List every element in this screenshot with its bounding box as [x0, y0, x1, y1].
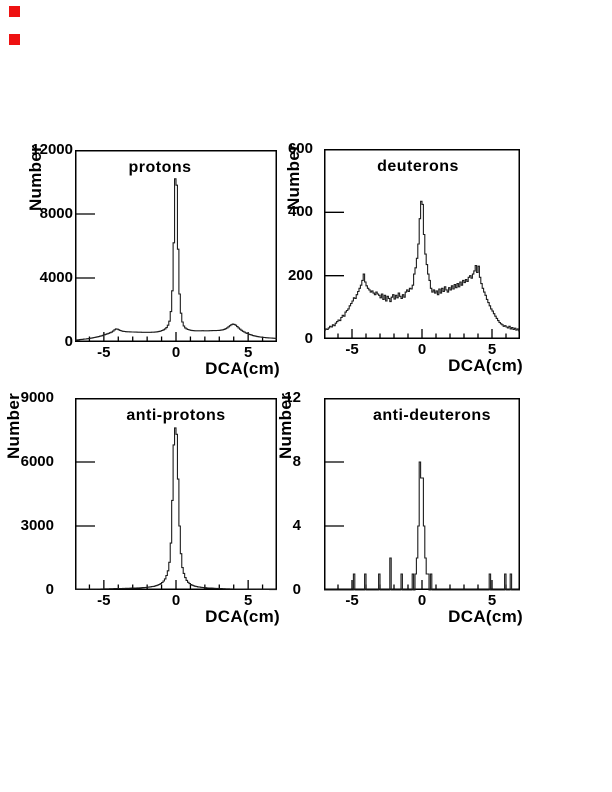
x-axis-label: DCA(cm) — [205, 607, 280, 626]
histogram-path — [324, 200, 520, 332]
anti-protons-histogram-plot — [75, 398, 277, 591]
x-tick-label: -5 — [345, 341, 359, 358]
red-marker-2 — [9, 34, 20, 45]
protons-histogram-plot — [75, 150, 277, 342]
x-tick-label: -5 — [97, 344, 111, 361]
panel-anti-deuterons: anti-deuterons Number DCA(cm) 0 4 8 12 -5 0 5 — [276, 390, 523, 627]
x-tick-label: -5 — [97, 592, 111, 609]
panel-title: anti-protons — [126, 407, 226, 424]
y-tick-label: 0 — [292, 581, 301, 598]
panel-title: anti-deuterons — [372, 407, 492, 424]
y-tick-label: 9000 — [20, 389, 54, 406]
x-tick-label: 5 — [487, 592, 497, 609]
x-tick-label: 0 — [417, 592, 427, 609]
x-axis-label: DCA(cm) — [448, 356, 523, 375]
panel-title: deuterons — [377, 158, 459, 175]
y-tick-label: 8 — [292, 453, 301, 470]
deuterons-histogram-plot — [324, 149, 520, 339]
y-tick-label: 0 — [45, 581, 54, 598]
plot-frame — [324, 149, 520, 339]
y-tick-label: 0 — [64, 333, 73, 350]
y-tick-label: 400 — [287, 203, 313, 221]
y-tick-label: 4000 — [39, 269, 73, 286]
x-tick-label: -5 — [345, 592, 359, 609]
histogram-path — [324, 461, 520, 591]
anti-deuterons-histogram-plot — [324, 398, 520, 591]
histogram-path — [75, 427, 277, 591]
y-tick-label: 8000 — [39, 205, 73, 222]
y-tick-label: 600 — [287, 140, 313, 157]
plot-frame — [324, 398, 520, 590]
x-tick-label: 0 — [171, 344, 181, 361]
x-axis-label: DCA(cm) — [448, 607, 523, 626]
y-tick-label: 12 — [284, 389, 301, 406]
histogram-path — [75, 178, 277, 341]
y-tick-label: 6000 — [20, 453, 54, 470]
panel-protons: protons Number DCA(cm) 0 4000 8000 12000 -5 0… — [26, 142, 280, 379]
x-tick-label: 5 — [243, 592, 253, 609]
red-marker-1 — [9, 6, 20, 17]
panel-deuterons: deuterons Number DCA(cm) 0 200 400 600 -5 0 5 — [284, 141, 523, 376]
x-axis-label: DCA(cm) — [205, 359, 280, 378]
y-tick-label: 3000 — [20, 517, 54, 534]
x-tick-label: 5 — [487, 341, 497, 358]
y-tick-label: 0 — [304, 330, 313, 347]
x-tick-label: 0 — [171, 592, 181, 609]
y-tick-label: 200 — [287, 266, 313, 284]
plot-frame — [75, 150, 277, 342]
plot-frame — [75, 398, 277, 590]
x-tick-label: 0 — [417, 341, 427, 358]
y-tick-label: 4 — [292, 517, 301, 534]
panel-title: protons — [128, 159, 192, 176]
x-tick-label: 5 — [243, 344, 253, 361]
y-tick-label: 12000 — [31, 141, 73, 158]
panel-anti-protons: anti-protons Number DCA(cm) 0 3000 6000 900… — [4, 390, 280, 627]
